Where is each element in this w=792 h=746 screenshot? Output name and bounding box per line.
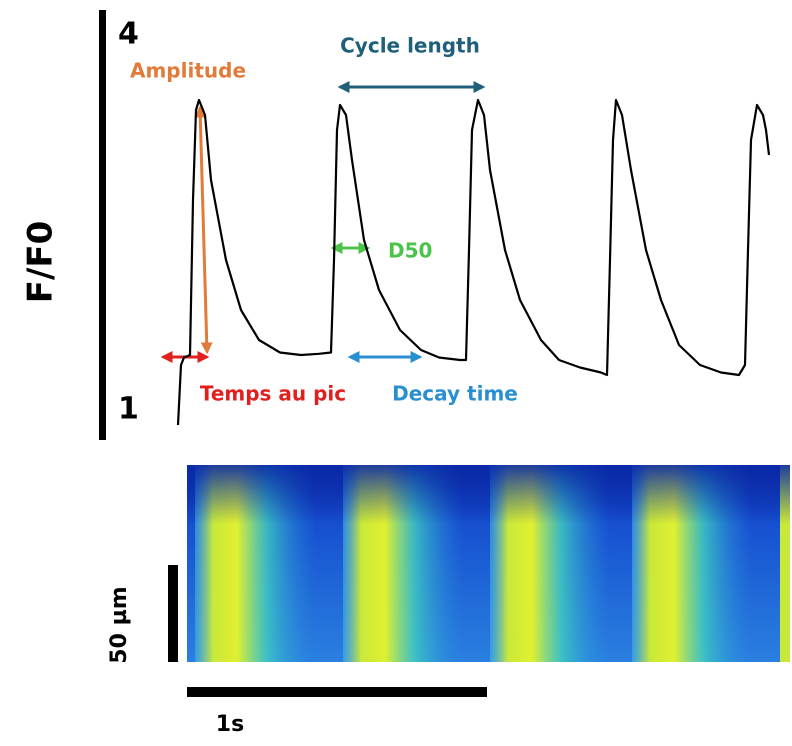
- amplitude-arrow: [194, 105, 213, 355]
- y-axis-label: F/F0: [21, 221, 61, 304]
- y-axis-bar: [99, 10, 106, 440]
- y-tick-label: 4: [118, 17, 139, 52]
- annotation: Cycle length: [340, 34, 480, 58]
- time-scale-label: 1s: [216, 712, 244, 737]
- annotation: D50: [388, 239, 432, 263]
- annotation: Amplitude: [130, 59, 246, 83]
- trace: [176, 98, 771, 426]
- line-scan-image: [187, 465, 790, 662]
- y-tick-label: 1: [118, 392, 139, 427]
- space-scale-bar: [168, 565, 178, 662]
- space-scale-label: 50 µm: [107, 586, 132, 663]
- annotation: Temps au pic: [200, 382, 346, 406]
- time-scale-bar: [187, 687, 487, 697]
- annotation: Decay time: [392, 382, 518, 406]
